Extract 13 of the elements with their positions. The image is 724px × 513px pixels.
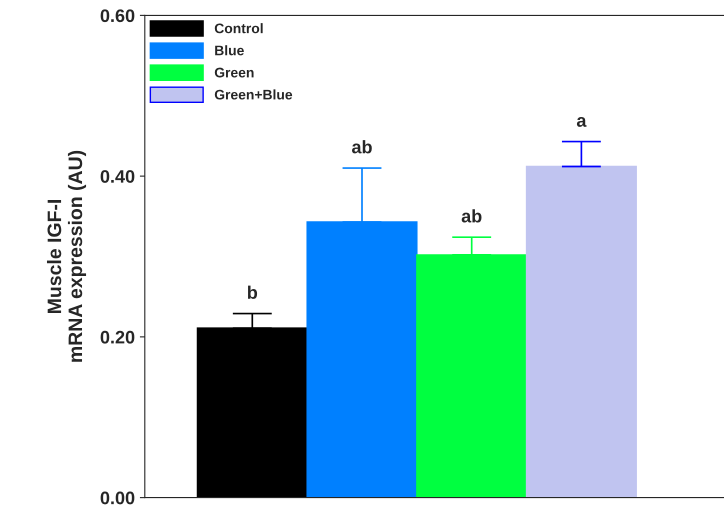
y-axis-title: Muscle IGF-I mRNA expression (AU) [46, 150, 86, 362]
annotation: ab [352, 140, 372, 154]
y-tick-label: 0.60 [100, 9, 134, 22]
y-tick-label: 0.00 [100, 492, 134, 504]
annotation: a [576, 116, 587, 127]
legend-label: Green [214, 68, 254, 78]
y-tick-label: 0.20 [100, 330, 134, 344]
y-tick-label: 0.40 [100, 170, 134, 183]
annotation: ab [462, 209, 482, 223]
legend-label: Green+Blue [214, 89, 292, 100]
legend-label: Control [214, 23, 263, 34]
legend-label: Blue [215, 45, 244, 56]
annotation: b [248, 286, 258, 299]
